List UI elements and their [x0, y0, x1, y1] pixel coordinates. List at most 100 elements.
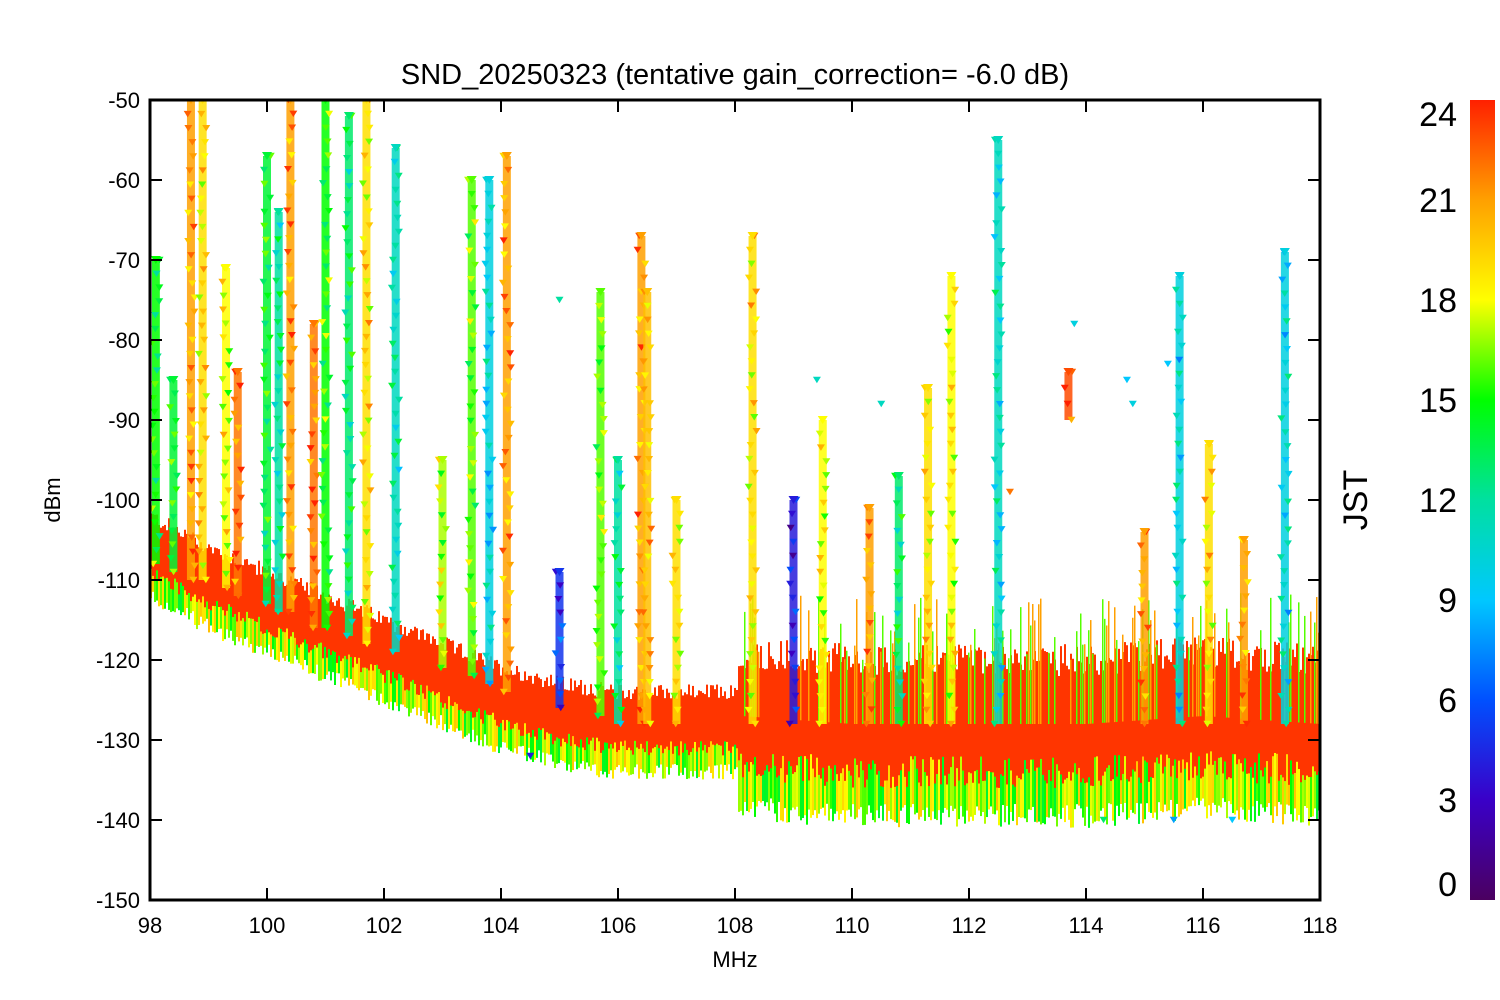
- peak-marker: [990, 234, 999, 241]
- noise-floor-column-low: [1214, 748, 1216, 805]
- noise-floor-column-low: [950, 756, 952, 806]
- noise-floor-column: [1236, 661, 1238, 765]
- noise-floor-column-low: [236, 607, 238, 637]
- peak-marker: [260, 488, 269, 496]
- noise-floor-column-low: [378, 665, 380, 705]
- peak-marker: [259, 278, 268, 286]
- peak-marker: [1284, 373, 1293, 381]
- peak-marker: [481, 288, 490, 296]
- noise-floor-column-low: [232, 605, 234, 641]
- peak-marker: [194, 350, 203, 358]
- peak-marker: [645, 692, 654, 700]
- noise-spike: [894, 631, 896, 724]
- peak-marker: [633, 511, 642, 519]
- noise-floor-column: [1072, 658, 1074, 773]
- peak-marker: [747, 260, 756, 268]
- noise-floor-column-low: [844, 755, 846, 823]
- peak-marker: [346, 421, 355, 429]
- peak-marker: [341, 393, 350, 401]
- peak-marker: [283, 165, 292, 173]
- y-tick-label: -80: [108, 328, 140, 353]
- noise-floor-column-low: [922, 756, 924, 811]
- peak-marker: [285, 539, 294, 547]
- noise-floor-column: [386, 616, 388, 671]
- peak-column: [485, 180, 494, 684]
- scatter-point: [555, 296, 564, 304]
- noise-floor-column: [744, 668, 746, 765]
- peak-marker: [481, 260, 490, 268]
- peak-marker: [198, 223, 207, 231]
- peak-marker: [671, 566, 680, 574]
- noise-floor-column-low: [696, 740, 698, 779]
- peak-marker: [556, 636, 565, 644]
- noise-floor-column-low: [170, 574, 172, 613]
- peak-marker: [746, 595, 755, 602]
- peak-marker: [468, 290, 477, 297]
- peak-marker: [744, 274, 753, 282]
- peak-marker: [232, 550, 241, 558]
- peak-marker: [260, 362, 269, 370]
- peak-top-marker: [273, 208, 284, 216]
- noise-floor-column: [1268, 666, 1270, 784]
- peak-marker: [751, 609, 760, 616]
- noise-floor-column-low: [776, 750, 778, 823]
- noise-floor-column-low: [1242, 750, 1244, 810]
- colorbar-tick-label: 12: [1419, 482, 1457, 520]
- noise-floor-column: [1190, 644, 1192, 753]
- peak-marker: [643, 302, 652, 310]
- noise-floor-column-low: [848, 755, 850, 810]
- peak-marker: [347, 267, 356, 274]
- noise-floor-column-low: [1102, 754, 1104, 809]
- peak-marker: [752, 567, 761, 574]
- noise-floor-column-low: [1034, 756, 1036, 822]
- peak-top-marker: [168, 376, 179, 384]
- peak-marker: [286, 221, 295, 228]
- noise-spike: [1154, 610, 1156, 720]
- peak-marker: [1276, 554, 1285, 561]
- noise-floor-column: [406, 635, 408, 690]
- noise-floor-column-low: [562, 732, 564, 761]
- peak-marker: [598, 401, 607, 409]
- y-axis-label: dBm: [40, 477, 65, 522]
- noise-floor-column-low: [326, 644, 328, 675]
- noise-floor-column-low: [384, 668, 386, 705]
- noise-floor-column: [878, 647, 880, 771]
- peak-marker: [598, 500, 607, 508]
- noise-floor-column-low: [876, 756, 878, 811]
- noise-spike: [1134, 605, 1136, 721]
- noise-floor-column: [256, 574, 258, 622]
- noise-spike: [756, 650, 758, 718]
- noise-floor-column: [1230, 650, 1232, 779]
- noise-floor-column: [922, 645, 924, 760]
- noise-floor-column: [1194, 637, 1196, 767]
- noise-floor-column-low: [674, 740, 676, 765]
- peak-marker: [236, 382, 245, 390]
- peak-marker: [150, 408, 159, 416]
- peak-marker: [466, 545, 475, 552]
- peak-marker: [595, 486, 604, 494]
- peak-marker: [325, 610, 334, 618]
- noise-floor-column: [456, 647, 458, 704]
- peak-marker: [897, 720, 906, 728]
- peak-marker: [363, 292, 372, 299]
- y-tick-label: -90: [108, 408, 140, 433]
- noise-floor-column: [960, 648, 962, 757]
- x-tick-label: 100: [249, 913, 286, 938]
- peak-marker: [747, 358, 756, 365]
- peak-29: [920, 384, 936, 728]
- noise-floor-column: [468, 661, 470, 711]
- noise-floor-column-low: [808, 752, 810, 810]
- peak-marker: [271, 567, 280, 574]
- peak-marker: [225, 348, 234, 355]
- noise-floor-column-low: [178, 579, 180, 611]
- peak-marker: [1241, 650, 1250, 657]
- peak-marker: [641, 260, 650, 268]
- peak-marker: [289, 304, 298, 311]
- noise-floor-column: [1278, 642, 1280, 781]
- noise-floor-column-low: [778, 750, 780, 802]
- noise-floor-column-low: [980, 756, 982, 817]
- peak-marker: [185, 435, 194, 443]
- peak-marker: [318, 485, 327, 493]
- noise-floor-column-low: [790, 751, 792, 811]
- peak-marker: [263, 292, 272, 300]
